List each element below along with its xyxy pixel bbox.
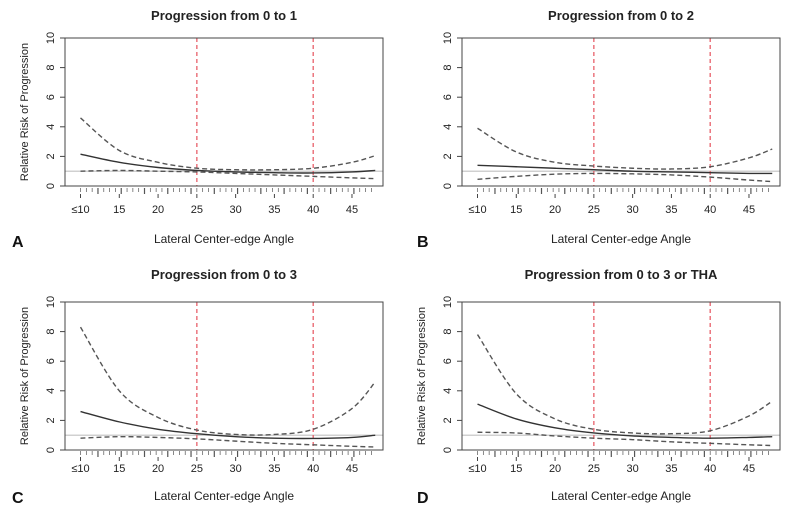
x-tick-label: 30 bbox=[627, 204, 639, 216]
x-tick-label: 40 bbox=[307, 463, 319, 475]
x-tick-label: 30 bbox=[230, 204, 242, 216]
panel-letter: B bbox=[417, 234, 429, 251]
y-tick-label: 8 bbox=[45, 65, 57, 71]
rug-marks bbox=[80, 188, 372, 194]
x-tick-label: 35 bbox=[665, 463, 677, 475]
series-upper-ci bbox=[79, 326, 376, 436]
x-tick-label: 45 bbox=[743, 463, 755, 475]
plot-frame bbox=[64, 301, 384, 451]
y-axis-label: Relative Risk of Progression bbox=[19, 307, 31, 445]
panel-title: Progression from 0 to 3 bbox=[151, 267, 297, 282]
x-tick-label: 30 bbox=[230, 463, 242, 475]
x-tick-label: 20 bbox=[549, 463, 561, 475]
y-tick-label: 0 bbox=[45, 447, 57, 453]
y-axis-label: Relative Risk of Progression bbox=[416, 307, 428, 445]
x-tick-label: ≤10 bbox=[468, 204, 486, 216]
x-tick-label: 25 bbox=[191, 204, 203, 216]
x-tick-label: 35 bbox=[665, 204, 677, 216]
panel-letter: D bbox=[417, 490, 429, 507]
series-lower-ci bbox=[477, 172, 773, 183]
series-lower-ci bbox=[80, 169, 376, 180]
x-tick-label: 25 bbox=[191, 463, 203, 475]
x-axis-label: Lateral Center-edge Angle bbox=[154, 232, 294, 246]
plot-frame bbox=[461, 37, 781, 187]
y-tick-label: 6 bbox=[45, 94, 57, 100]
series-estimate bbox=[477, 403, 773, 439]
x-tick-label: 20 bbox=[152, 204, 164, 216]
y-tick-label: 2 bbox=[442, 153, 454, 159]
y-tick-label: 10 bbox=[442, 32, 454, 44]
y-tick-label: 2 bbox=[442, 417, 454, 423]
y-tick-label: 4 bbox=[45, 388, 57, 394]
x-tick-label: 15 bbox=[113, 463, 125, 475]
series-upper-ci bbox=[80, 117, 376, 171]
y-tick-label: 8 bbox=[442, 329, 454, 335]
y-axis-label: Relative Risk of Progression bbox=[19, 43, 31, 181]
panel-d: Progression from 0 to 3 or THA 0 2 4 6 8 10 ≤10… bbox=[416, 267, 781, 507]
panel-title: Progression from 0 to 1 bbox=[151, 8, 297, 23]
y-tick-label: 6 bbox=[442, 358, 454, 364]
y-tick-label: 0 bbox=[442, 183, 454, 189]
x-tick-label: 40 bbox=[307, 204, 319, 216]
y-tick-label: 4 bbox=[442, 124, 454, 130]
series-estimate bbox=[477, 164, 773, 175]
x-tick-label: ≤10 bbox=[71, 463, 89, 475]
x-tick-label: 20 bbox=[549, 204, 561, 216]
y-tick-label: 6 bbox=[442, 94, 454, 100]
y-tick-label: 0 bbox=[442, 447, 454, 453]
x-axis-label: Lateral Center-edge Angle bbox=[154, 489, 294, 503]
y-tick-label: 8 bbox=[45, 329, 57, 335]
series-lower-ci bbox=[477, 431, 773, 447]
y-tick-label: 6 bbox=[45, 358, 57, 364]
x-tick-label: 25 bbox=[588, 204, 600, 216]
plot-frame bbox=[461, 301, 781, 451]
rug-marks bbox=[477, 188, 769, 194]
x-axis-label: Lateral Center-edge Angle bbox=[551, 232, 691, 246]
series-lower-ci bbox=[80, 435, 376, 448]
panel-letter: A bbox=[12, 234, 24, 251]
y-tick-label: 4 bbox=[45, 124, 57, 130]
panel-b: Progression from 0 to 2 0 2 4 6 8 10 ≤10 15 20 25 3… bbox=[417, 8, 781, 251]
plot-frame bbox=[64, 37, 384, 187]
rug-marks bbox=[477, 451, 769, 457]
y-tick-label: 2 bbox=[45, 153, 57, 159]
x-tick-label: 15 bbox=[510, 204, 522, 216]
x-tick-label: 15 bbox=[510, 463, 522, 475]
panel-a: Progression from 0 to 1 0 2 4 6 8 10 ≤10 15 20 25 3… bbox=[12, 8, 384, 251]
x-tick-label: 15 bbox=[113, 204, 125, 216]
rug-marks bbox=[80, 451, 372, 457]
x-tick-label: 45 bbox=[743, 204, 755, 216]
y-tick-label: 4 bbox=[442, 388, 454, 394]
x-tick-label: 25 bbox=[588, 463, 600, 475]
y-tick-label: 10 bbox=[45, 32, 57, 44]
series-estimate bbox=[80, 410, 376, 440]
x-tick-label: 20 bbox=[152, 463, 164, 475]
series-upper-ci bbox=[477, 127, 773, 170]
y-tick-label: 2 bbox=[45, 417, 57, 423]
panel-title: Progression from 0 to 3 or THA bbox=[525, 267, 718, 282]
series-estimate bbox=[80, 153, 376, 174]
x-tick-label: ≤10 bbox=[468, 463, 486, 475]
x-tick-label: 35 bbox=[268, 463, 280, 475]
y-tick-label: 10 bbox=[45, 296, 57, 308]
x-tick-label: ≤10 bbox=[71, 204, 89, 216]
panel-c: Progression from 0 to 3 0 2 4 6 8 10 ≤10 15 20 25 3… bbox=[12, 267, 384, 507]
x-axis-label: Lateral Center-edge Angle bbox=[551, 489, 691, 503]
y-tick-label: 10 bbox=[442, 296, 454, 308]
panel-title: Progression from 0 to 2 bbox=[548, 8, 694, 23]
y-tick-label: 8 bbox=[442, 65, 454, 71]
x-tick-label: 35 bbox=[268, 204, 280, 216]
x-tick-label: 30 bbox=[627, 463, 639, 475]
series-upper-ci bbox=[476, 334, 773, 435]
x-tick-label: 40 bbox=[704, 463, 716, 475]
x-tick-label: 45 bbox=[346, 463, 358, 475]
x-tick-label: 45 bbox=[346, 204, 358, 216]
panel-letter: C bbox=[12, 490, 24, 507]
x-tick-label: 40 bbox=[704, 204, 716, 216]
y-tick-label: 0 bbox=[45, 183, 57, 189]
